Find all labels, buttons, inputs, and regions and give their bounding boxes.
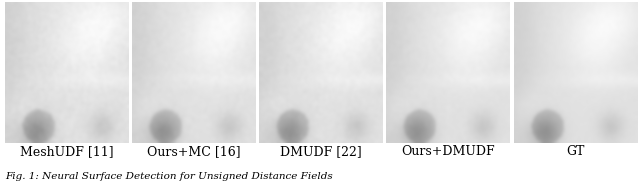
Text: DMUDF [22]: DMUDF [22] (280, 145, 362, 158)
Text: Fig. 1: Neural Surface Detection for Unsigned Distance Fields: Fig. 1: Neural Surface Detection for Uns… (5, 172, 333, 181)
Text: Ours+MC [16]: Ours+MC [16] (147, 145, 241, 158)
Text: MeshUDF [11]: MeshUDF [11] (20, 145, 113, 158)
Text: GT: GT (566, 145, 584, 158)
Text: Ours+DMUDF: Ours+DMUDF (401, 145, 495, 158)
